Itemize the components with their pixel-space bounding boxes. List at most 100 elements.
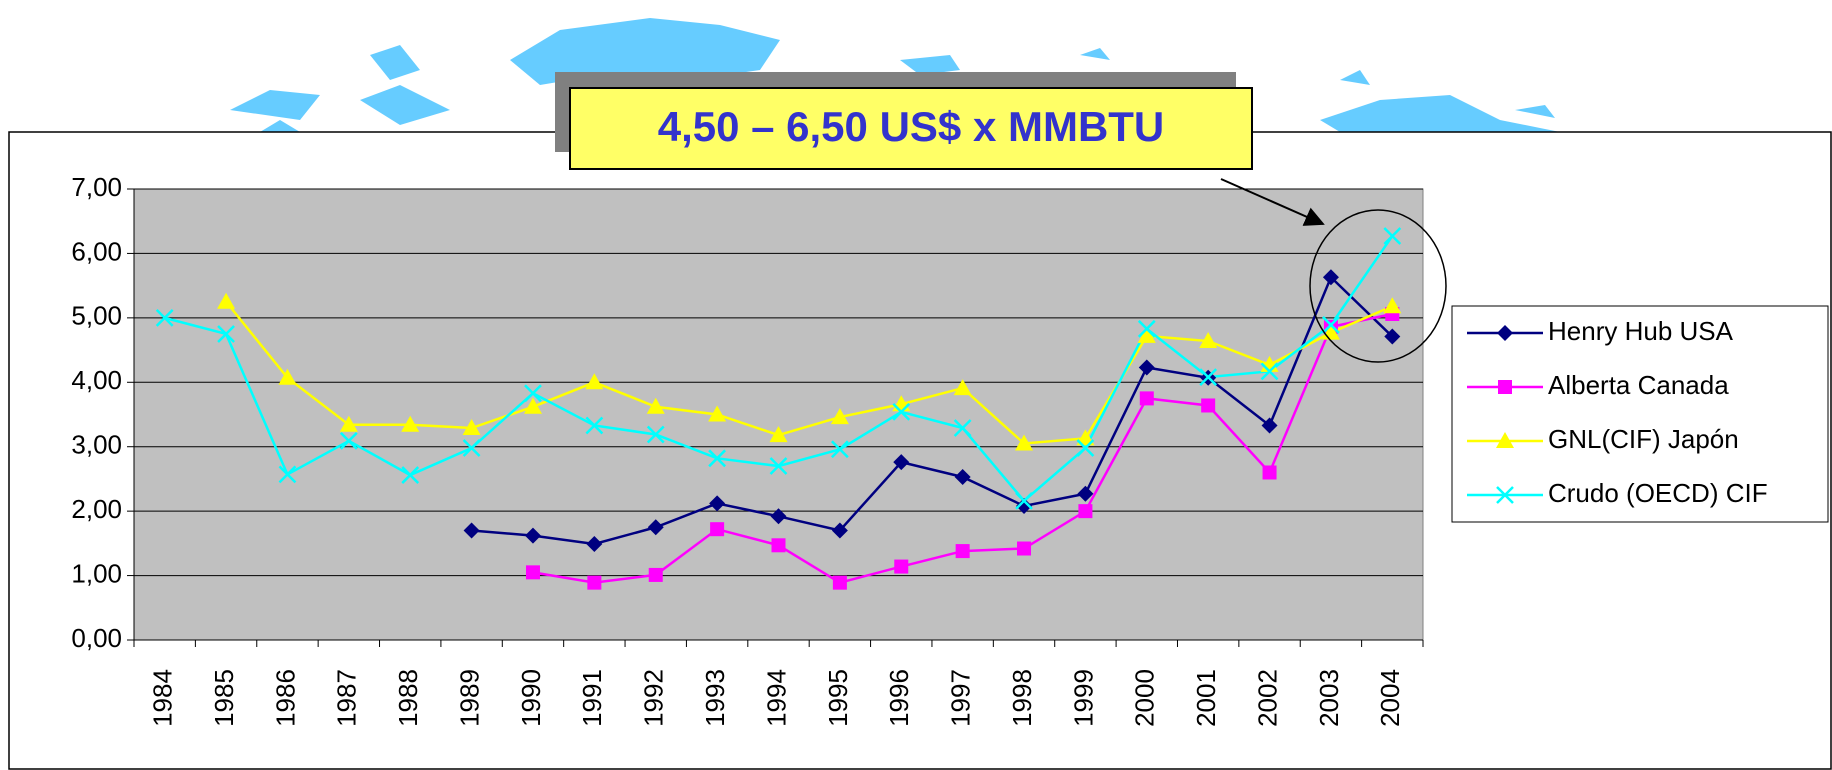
- x-tick-label: 1996: [884, 669, 914, 727]
- marker: [524, 384, 542, 403]
- marker: [1076, 429, 1095, 446]
- marker: [217, 325, 235, 343]
- marker: [710, 522, 725, 537]
- marker: [401, 415, 420, 432]
- legend: [1451, 305, 1829, 523]
- marker: [953, 379, 972, 396]
- marker: [1383, 227, 1402, 245]
- x-tick-label: 1989: [454, 669, 484, 727]
- annotation-box: [569, 87, 1253, 170]
- annotation-arrow: [1220, 178, 1325, 226]
- marker: [771, 538, 786, 553]
- marker: [1261, 417, 1278, 434]
- x-tick-label: 1986: [270, 669, 300, 727]
- x-tick-label: 1990: [516, 669, 546, 727]
- marker: [1138, 359, 1155, 376]
- x-tick-label: 1987: [332, 669, 362, 727]
- marker: [217, 292, 236, 309]
- x-tick-label: 1997: [946, 669, 976, 727]
- marker: [648, 567, 663, 582]
- marker: [278, 368, 297, 385]
- marker: [401, 466, 420, 484]
- marker: [1383, 297, 1402, 314]
- marker: [1322, 316, 1340, 334]
- marker: [954, 468, 971, 485]
- legend-label: Crudo (OECD) CIF: [1548, 478, 1768, 508]
- marker: [646, 425, 665, 444]
- y-tick-label: 4,00: [71, 365, 122, 395]
- marker: [1498, 380, 1512, 394]
- x-tick-label: 2004: [1375, 669, 1405, 727]
- x-tick-label: 1995: [823, 669, 853, 727]
- marker: [955, 544, 970, 559]
- marker: [1015, 491, 1033, 510]
- marker: [1260, 362, 1279, 381]
- marker: [1137, 319, 1156, 338]
- marker: [1015, 434, 1034, 451]
- marker: [832, 575, 847, 590]
- x-tick-label: 1991: [577, 669, 607, 727]
- marker: [585, 373, 604, 390]
- marker: [1199, 368, 1218, 387]
- cloud-decoration: [230, 18, 1560, 132]
- marker: [894, 559, 909, 574]
- marker: [1496, 486, 1514, 504]
- marker: [953, 419, 972, 437]
- marker: [1497, 325, 1513, 341]
- marker: [525, 565, 540, 580]
- marker: [586, 536, 603, 553]
- marker: [892, 403, 911, 421]
- y-tick-label: 2,00: [71, 494, 122, 524]
- marker: [463, 522, 480, 539]
- marker: [709, 495, 726, 512]
- y-tick-label: 0,00: [71, 623, 122, 653]
- marker: [831, 522, 848, 539]
- marker: [770, 508, 787, 525]
- x-tick-label: 2002: [1252, 669, 1282, 727]
- plot-area: [133, 188, 1424, 641]
- marker: [830, 440, 849, 459]
- highlight-ellipse: [1309, 209, 1447, 363]
- marker: [1139, 391, 1154, 406]
- marker: [893, 454, 910, 471]
- marker: [1199, 332, 1218, 349]
- marker: [462, 439, 481, 457]
- marker: [1384, 328, 1401, 345]
- legend-label: Henry Hub USA: [1548, 316, 1734, 346]
- x-tick-label: 1999: [1068, 669, 1098, 727]
- marker: [1077, 485, 1094, 502]
- y-tick-label: 1,00: [71, 558, 122, 588]
- y-tick-label: 7,00: [71, 172, 122, 202]
- y-tick-label: 3,00: [71, 430, 122, 460]
- marker: [1017, 541, 1032, 556]
- x-tick-label: 2000: [1130, 669, 1160, 727]
- marker: [769, 426, 788, 443]
- marker: [278, 465, 297, 484]
- marker: [647, 519, 664, 536]
- x-tick-label: 1992: [639, 669, 669, 727]
- marker: [769, 457, 788, 475]
- x-tick-label: 1993: [700, 669, 730, 727]
- annotation: 4,50 – 6,50 US$ x MMBTU: [658, 103, 1165, 150]
- marker: [462, 419, 481, 436]
- marker: [1016, 497, 1033, 514]
- legend-label: Alberta Canada: [1548, 370, 1729, 400]
- marker: [587, 575, 602, 590]
- marker: [830, 408, 849, 425]
- y-tick-label: 5,00: [71, 301, 122, 331]
- marker: [1078, 504, 1093, 519]
- x-tick-label: 1985: [209, 669, 239, 727]
- x-tick-label: 1998: [1007, 669, 1037, 727]
- marker: [585, 416, 604, 435]
- y-tick-label: 6,00: [71, 236, 122, 266]
- marker: [1496, 432, 1514, 448]
- marker: [339, 415, 358, 432]
- x-tick-label: 1988: [393, 669, 423, 727]
- marker: [708, 449, 727, 468]
- x-tick-label: 2001: [1191, 669, 1221, 727]
- x-tick-label: 1994: [761, 669, 791, 727]
- x-tick-label: 1984: [148, 669, 178, 727]
- series-line: [471, 275, 1394, 546]
- marker: [524, 527, 541, 544]
